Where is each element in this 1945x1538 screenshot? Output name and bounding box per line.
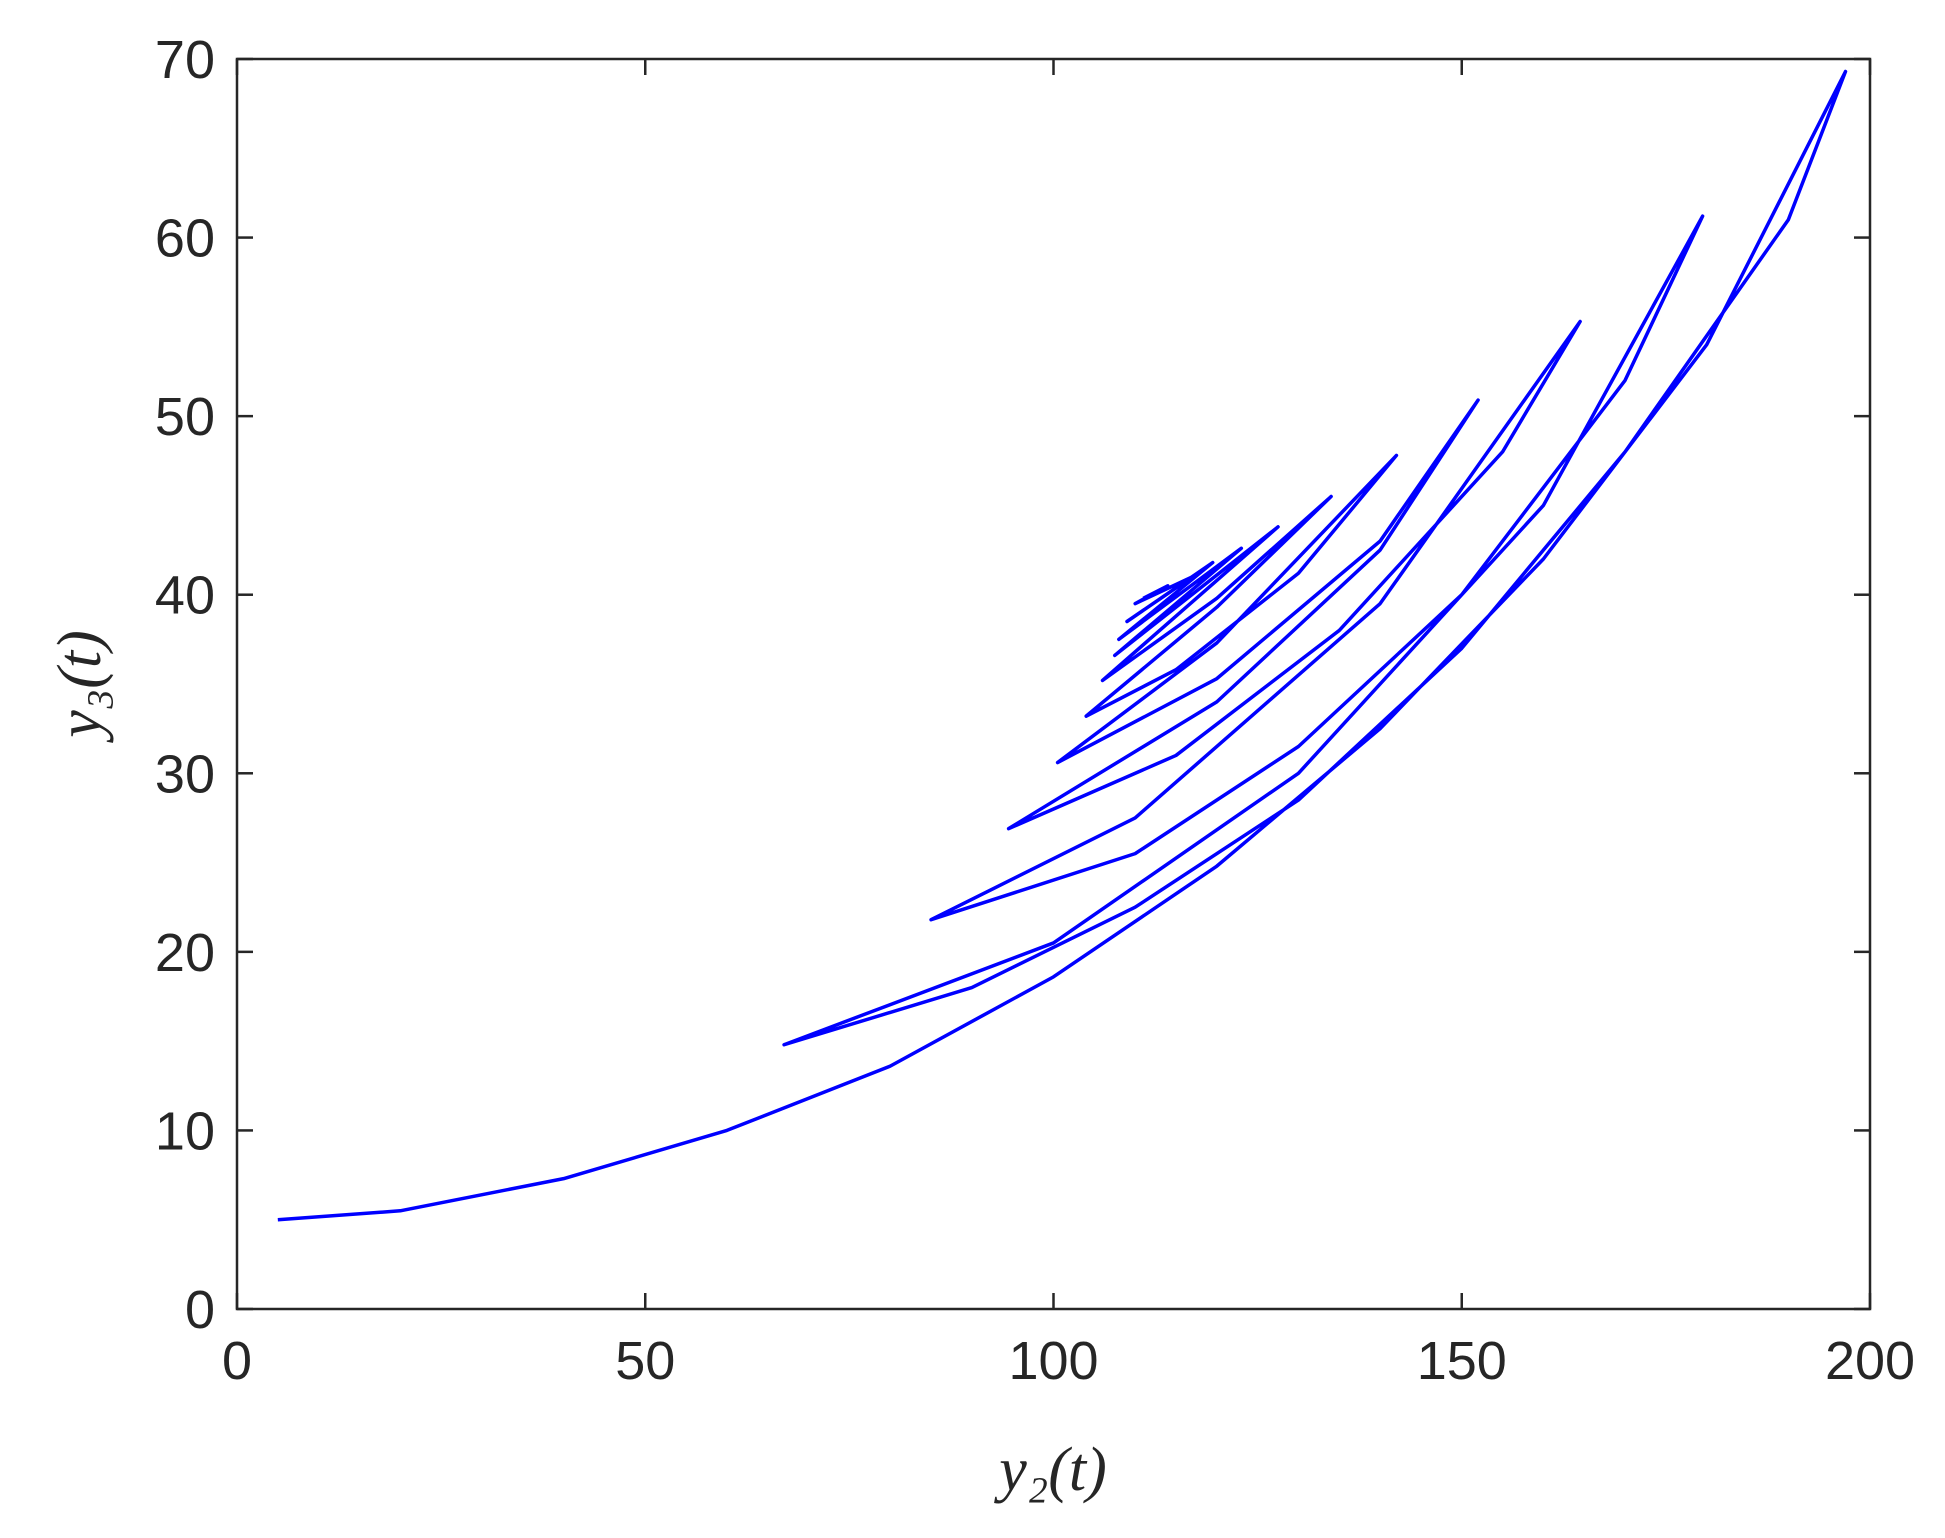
trajectory-line <box>277 69 1848 1222</box>
y-tick-label: 70 <box>155 30 215 90</box>
x-tick-label: 150 <box>1417 1331 1507 1391</box>
y-tick-label: 20 <box>155 923 215 983</box>
x-axis-label: y₂(t) <box>993 1436 1107 1504</box>
plot-area <box>235 57 1872 1311</box>
y-axis-label: y₃(t) <box>46 630 114 744</box>
x-tick-label: 50 <box>615 1331 675 1391</box>
y-tick-label: 50 <box>155 387 215 447</box>
y-tick-label: 0 <box>185 1280 215 1340</box>
x-tick-label: 0 <box>222 1331 252 1391</box>
y-tick-label: 60 <box>155 209 215 269</box>
x-tick-label: 100 <box>1008 1331 1098 1391</box>
x-tick-label: 200 <box>1825 1331 1915 1391</box>
y-tick-label: 40 <box>155 566 215 626</box>
y-tick-label: 30 <box>155 744 215 804</box>
y-tick-label: 10 <box>155 1101 215 1161</box>
